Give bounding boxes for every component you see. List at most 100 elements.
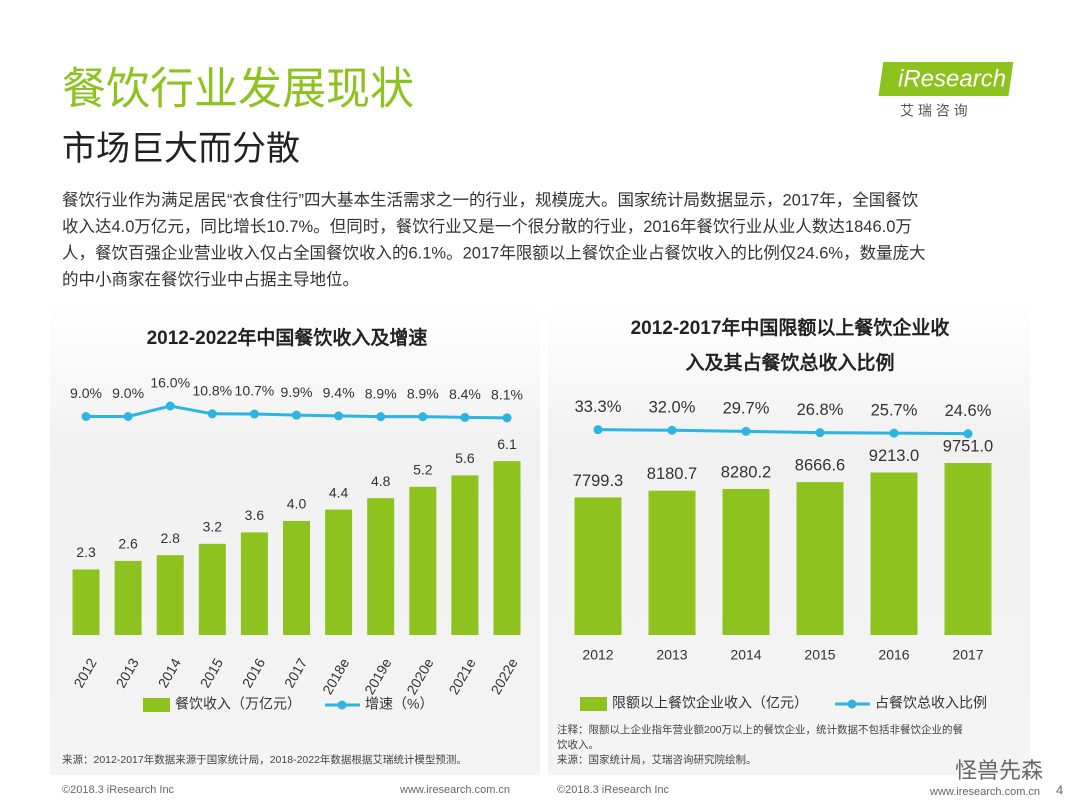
line-point: [81, 412, 91, 421]
logo: iResearch: [898, 65, 1006, 92]
subtitle: 市场巨大而分散: [62, 130, 300, 168]
value-label: 8.1%: [491, 387, 523, 403]
line-point: [334, 411, 344, 421]
legend-swatch: [580, 697, 607, 711]
line-point: [123, 412, 133, 421]
legend-label: 增速（%）: [365, 696, 433, 712]
value-label: 8666.6: [795, 456, 845, 474]
logo-sub: 艾 瑞 咨 询: [900, 103, 968, 119]
value-label: 2.6: [118, 536, 138, 552]
body-text: 收入达4.0万亿元，同比增长10.7%。但同时，餐饮行业又是一个很分散的行业，2…: [62, 217, 912, 236]
value-label: 6.1: [497, 436, 517, 452]
bar: [114, 560, 142, 635]
legend-dot: [337, 700, 347, 710]
value-label: 4.4: [329, 484, 349, 500]
line-point: [207, 409, 217, 419]
note: 饮收入。: [557, 738, 599, 751]
body-text: 的中小商家在餐饮行业中占据主导地位。: [62, 270, 359, 289]
bar: [648, 490, 696, 635]
legend-label: 占餐饮总收入比例: [875, 695, 987, 711]
value-label: 3.6: [245, 507, 265, 523]
copyright: ©2018.3 iResearch Inc: [557, 784, 670, 796]
x-tick-label: 2012: [582, 647, 613, 663]
bar: [198, 543, 226, 635]
value-label: 9751.0: [943, 437, 993, 455]
value-label: 33.3%: [575, 398, 622, 416]
line-point: [165, 401, 175, 411]
bar: [796, 482, 844, 635]
watermark: 怪兽先森: [955, 758, 1043, 783]
value-label: 2.3: [76, 544, 96, 560]
line-point: [418, 412, 428, 422]
bar: [367, 498, 395, 635]
value-label: 8.9%: [365, 385, 397, 401]
bar: [722, 488, 770, 635]
line-point: [376, 412, 386, 422]
line-point: [815, 428, 825, 438]
title: 餐饮行业发展现状: [62, 65, 414, 114]
page-number: 4: [1056, 782, 1063, 797]
note: 来源：国家统计局，艾瑞咨询研究院绘制。: [557, 753, 757, 766]
value-label: 5.6: [455, 450, 475, 466]
copyright: ©2018.3 iResearch Inc: [62, 784, 175, 796]
line-point: [963, 429, 973, 439]
value-label: 16.0%: [150, 375, 190, 391]
note: 注释：限额以上企业指年营业额200万以上的餐饮企业，统计数据不包括非餐饮企业的餐: [557, 723, 964, 736]
legend-label: 餐饮收入（万亿元）: [175, 696, 301, 712]
value-label: 32.0%: [649, 399, 696, 417]
bar: [870, 472, 918, 635]
bar: [156, 555, 184, 635]
note: 来源：2012-2017年数据来源于国家统计局，2018-2022年数据根据艾瑞…: [62, 753, 467, 766]
line-point: [502, 413, 512, 423]
line-point: [741, 426, 751, 436]
value-label: 24.6%: [945, 402, 992, 420]
value-label: 8180.7: [647, 465, 697, 483]
x-tick-label: 2014: [730, 647, 761, 663]
url: www.iresearch.com.cn: [399, 784, 510, 796]
chart-title: 2012-2017年中国限额以上餐饮企业收: [631, 316, 950, 339]
line: [597, 428, 969, 436]
value-label: 3.2: [203, 519, 223, 535]
value-label: 8.9%: [407, 385, 439, 401]
value-label: 8.4%: [449, 386, 481, 402]
line-point: [460, 412, 470, 422]
line-point: [667, 425, 677, 435]
legend-dot: [847, 699, 857, 709]
line-point: [249, 409, 259, 419]
bar: [72, 569, 100, 635]
line-point: [889, 428, 899, 438]
body-text: 餐饮行业作为满足居民“衣食住行”四大基本生活需求之一的行业，规模庞大。国家统计局…: [62, 190, 919, 209]
url: www.iresearch.com.cn: [929, 786, 1040, 798]
value-label: 7799.3: [573, 472, 623, 490]
value-label: 26.8%: [797, 401, 844, 419]
value-label: 8280.2: [721, 463, 771, 481]
body-text: 人，餐饮百强企业营业收入仅占全国餐饮收入的6.1%。2017年限额以上餐饮企业占…: [62, 243, 926, 262]
x-tick-label: 2016: [878, 647, 909, 663]
value-label: 2.8: [160, 530, 180, 546]
x-tick-label: 2015: [804, 647, 835, 663]
bar: [409, 486, 437, 635]
value-label: 10.8%: [192, 383, 232, 399]
bar: [493, 461, 521, 635]
bar: [451, 475, 479, 635]
logo-bg: [878, 62, 1014, 96]
value-label: 9.0%: [70, 385, 102, 401]
value-label: 5.2: [413, 462, 433, 478]
value-label: 9.0%: [112, 385, 144, 401]
value-label: 9213.0: [869, 447, 919, 465]
legend-swatch: [143, 698, 170, 712]
value-label: 4.0: [287, 496, 307, 512]
bar: [574, 497, 622, 635]
bar: [240, 532, 268, 635]
legend-label: 限额以上餐饮企业收入（亿元）: [612, 695, 808, 711]
chart-title: 2012-2022年中国餐饮收入及增速: [147, 326, 428, 349]
chart-title: 入及其占餐饮总收入比例: [685, 351, 894, 374]
line-point: [593, 425, 603, 435]
value-label: 25.7%: [871, 402, 918, 420]
line-point: [292, 410, 301, 420]
x-tick-label: 2017: [952, 647, 983, 663]
value-label: 10.7%: [235, 383, 275, 399]
bar: [944, 462, 992, 635]
bar: [325, 509, 353, 635]
